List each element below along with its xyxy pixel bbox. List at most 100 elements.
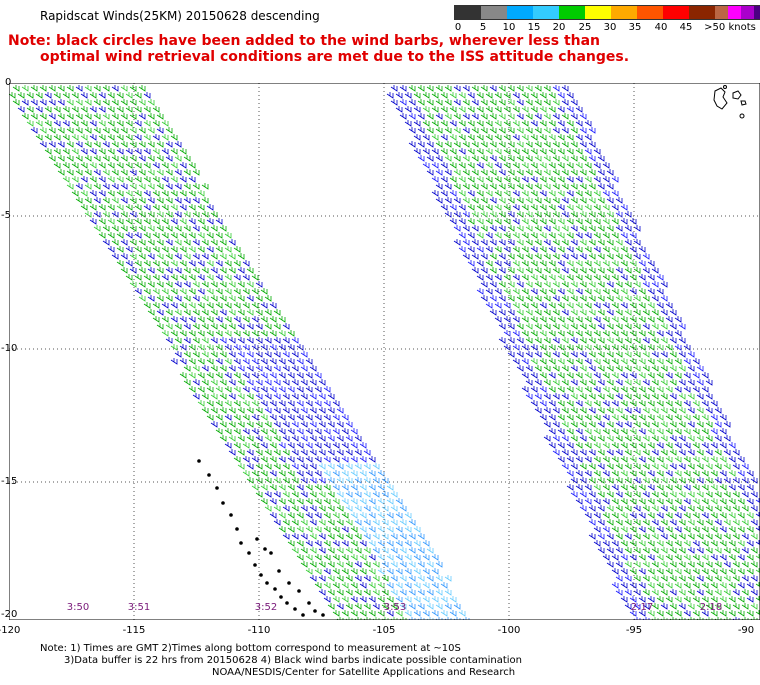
wind-barb [552,155,560,162]
wind-barb [143,134,151,141]
wind-barb [156,155,164,162]
wind-barb [453,239,461,246]
wind-barb [597,309,605,316]
wind-barb [318,449,326,456]
wind-barb [39,113,47,120]
wind-barb [566,120,574,127]
wind-barb [557,428,565,435]
wind-barb [629,596,637,603]
wind-barb [588,281,596,288]
wind-barb [575,274,583,281]
wind-barb [332,582,340,589]
wind-barb [372,491,380,498]
wind-barb [237,351,245,358]
wind-barb [440,204,448,211]
wind-barb [206,400,214,407]
wind-barb [66,155,74,162]
wind-barb [575,302,583,309]
wind-barb [296,484,304,491]
wind-barb [669,603,677,610]
wind-barb [102,211,110,218]
wind-barb [651,281,659,288]
wind-barb [174,281,182,288]
wind-barb [489,281,497,288]
wind-barb [575,134,583,141]
wind-barb [647,316,655,323]
wind-barb [426,127,434,134]
wind-barb [408,575,416,582]
wind-barb [183,225,191,232]
wind-barb [62,176,70,183]
wind-barb [170,176,178,183]
wind-barb [264,407,272,414]
wind-barb [566,176,574,183]
wind-barb [512,358,520,365]
wind-barb [606,239,614,246]
wind-barb [642,435,650,442]
wind-barb [458,246,466,253]
wind-barb [404,554,412,561]
wind-barb [507,253,515,260]
wind-barb [561,197,569,204]
wind-barb [377,484,385,491]
wind-barb [206,204,214,211]
wind-barb [642,533,650,540]
wind-barb [579,295,587,302]
wind-barb [327,505,335,512]
wind-barb [674,526,682,533]
wind-barb [624,449,632,456]
wind-barb [287,470,295,477]
wind-barb [566,456,574,463]
wind-barb [521,386,529,393]
wind-barb [656,428,664,435]
wind-barb [291,505,299,512]
wind-barb [615,407,623,414]
wind-barb [507,141,515,148]
wind-barb [107,232,115,239]
wind-barb [287,456,295,463]
wind-barb [107,190,115,197]
wind-barb [102,85,110,92]
wind-barb [579,141,587,148]
wind-barb [444,85,452,92]
wind-barb [732,533,740,540]
wind-barb [305,498,313,505]
wind-barb [624,421,632,428]
wind-barb [341,456,349,463]
wind-barb [93,141,101,148]
wind-barb [525,351,533,358]
wind-barb [273,337,281,344]
wind-barb [71,176,79,183]
wind-barb [498,85,506,92]
wind-barb [201,267,209,274]
wind-barb [557,232,565,239]
wind-barb [309,449,317,456]
wind-barb [701,456,709,463]
wind-barb [669,309,677,316]
wind-barb [687,603,695,610]
wind-barb [687,351,695,358]
wind-barb [678,393,686,400]
wind-barb [341,582,349,589]
wind-barb [404,106,412,113]
wind-barb [656,456,664,463]
wind-barb [210,239,218,246]
wind-barb [629,540,637,547]
contaminated-barb-marker [307,601,311,605]
wind-barb [620,582,628,589]
wind-barb [161,148,169,155]
wind-barb [417,547,425,554]
wind-barb [620,204,628,211]
wind-barb [665,428,673,435]
wind-barb [476,106,484,113]
wind-barb [674,414,682,421]
wind-barb [453,197,461,204]
wind-barb [741,533,749,540]
wind-barb [75,99,83,106]
wind-barb [593,456,601,463]
wind-barb [296,386,304,393]
wind-barb [593,288,601,295]
wind-barb [269,456,277,463]
wind-barb [584,288,592,295]
wind-barb [521,204,529,211]
